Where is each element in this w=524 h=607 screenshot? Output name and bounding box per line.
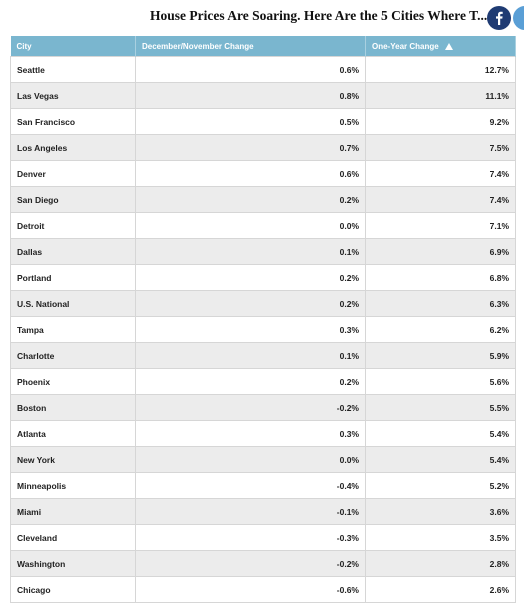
value-cell: 12.7% — [365, 56, 516, 83]
value-cell: 0.1% — [135, 342, 366, 369]
table-row: Cleveland -0.3% 3.5% — [10, 524, 516, 551]
share-icon[interactable] — [513, 6, 524, 30]
value-cell: 6.2% — [365, 316, 516, 343]
value-cell: 0.7% — [135, 134, 366, 161]
city-cell: Dallas — [10, 238, 136, 265]
table-row: Seattle 0.6% 12.7% — [10, 56, 516, 83]
value-cell: 0.8% — [135, 82, 366, 109]
value-cell: 5.5% — [365, 394, 516, 421]
city-cell: Cleveland — [10, 524, 136, 551]
city-cell: Denver — [10, 160, 136, 187]
table-row: Los Angeles 0.7% 7.5% — [10, 134, 516, 161]
column-header-text: City — [16, 41, 32, 51]
value-cell: 0.2% — [135, 368, 366, 395]
value-cell: 5.9% — [365, 342, 516, 369]
facebook-glyph — [496, 11, 503, 25]
value-cell: -0.3% — [135, 524, 366, 551]
table-row: Miami -0.1% 3.6% — [10, 498, 516, 525]
value-cell: 5.2% — [365, 472, 516, 499]
data-table: City December/November Change One-Year Cha… — [10, 36, 516, 603]
table-row: Atlanta 0.3% 5.4% — [10, 420, 516, 447]
value-cell: 0.6% — [135, 56, 366, 83]
sort-indicator — [444, 42, 453, 50]
city-cell: Seattle — [10, 56, 136, 83]
value-cell: 9.2% — [365, 108, 516, 135]
value-cell: 0.2% — [135, 186, 366, 213]
share-icons — [487, 6, 524, 30]
table-row: Boston -0.2% 5.5% — [10, 394, 516, 421]
city-cell: Las Vegas — [10, 82, 136, 109]
table-row: Chicago -0.6% 2.6% — [10, 576, 516, 603]
value-cell: 0.3% — [135, 316, 366, 343]
city-cell: Miami — [10, 498, 136, 525]
city-cell: Portland — [10, 264, 136, 291]
table-row: Tampa 0.3% 6.2% — [10, 316, 516, 343]
value-cell: -0.2% — [135, 550, 366, 577]
table-row: Detroit 0.0% 7.1% — [10, 212, 516, 239]
value-cell: 2.8% — [365, 550, 516, 577]
value-cell: 0.3% — [135, 420, 366, 447]
table-row: U.S. National 0.2% 6.3% — [10, 290, 516, 317]
value-cell: 6.8% — [365, 264, 516, 291]
value-cell: 5.4% — [365, 420, 516, 447]
value-cell: -0.2% — [135, 394, 366, 421]
value-cell: 0.2% — [135, 290, 366, 317]
table-row: Phoenix 0.2% 5.6% — [10, 368, 516, 395]
city-cell: New York — [10, 446, 136, 473]
value-cell: 11.1% — [365, 82, 516, 109]
column-header-text: December/November Change — [142, 41, 254, 51]
city-cell: San Francisco — [10, 108, 136, 135]
column-header[interactable]: One-Year Change — [365, 36, 516, 57]
city-cell: Phoenix — [10, 368, 136, 395]
table-row: San Francisco 0.5% 9.2% — [10, 108, 516, 135]
table-row: New York 0.0% 5.4% — [10, 446, 516, 473]
city-cell: Tampa — [10, 316, 136, 343]
table-row: Washington -0.2% 2.8% — [10, 550, 516, 577]
city-cell: Atlanta — [10, 420, 136, 447]
value-cell: 7.5% — [365, 134, 516, 161]
city-cell: San Diego — [10, 186, 136, 213]
table-row: Dallas 0.1% 6.9% — [10, 238, 516, 265]
city-cell: Charlotte — [10, 342, 136, 369]
value-cell: 5.6% — [365, 368, 516, 395]
table-row: Las Vegas 0.8% 11.1% — [10, 82, 516, 109]
value-cell: 0.2% — [135, 264, 366, 291]
table-row: Minneapolis -0.4% 5.2% — [10, 472, 516, 499]
table-row: Denver 0.6% 7.4% — [10, 160, 516, 187]
value-cell: 0.5% — [135, 108, 366, 135]
city-cell: Minneapolis — [10, 472, 136, 499]
city-cell: Washington — [10, 550, 136, 577]
sort-arrow — [444, 42, 453, 50]
city-cell: Chicago — [10, 576, 136, 603]
value-cell: 0.0% — [135, 212, 366, 239]
value-cell: -0.6% — [135, 576, 366, 603]
value-cell: 7.4% — [365, 186, 516, 213]
value-cell: 0.1% — [135, 238, 366, 265]
city-cell: Los Angeles — [10, 134, 136, 161]
city-cell: Detroit — [10, 212, 136, 239]
value-cell: 3.6% — [365, 498, 516, 525]
city-cell: U.S. National — [10, 290, 136, 317]
column-header-text: One-Year Change — [372, 41, 439, 51]
value-cell: -0.4% — [135, 472, 366, 499]
value-cell: 5.4% — [365, 446, 516, 473]
article-title: House Prices Are Soaring. Here Are the 5… — [150, 8, 488, 23]
value-cell: -0.1% — [135, 498, 366, 525]
value-cell: 7.1% — [365, 212, 516, 239]
column-header[interactable]: City — [10, 36, 136, 57]
value-cell: 7.4% — [365, 160, 516, 187]
value-cell: 6.3% — [365, 290, 516, 317]
value-cell: 0.0% — [135, 446, 366, 473]
header-row: City December/November Change One-Year Cha… — [10, 36, 516, 57]
value-cell: 6.9% — [365, 238, 516, 265]
table-row: Charlotte 0.1% 5.9% — [10, 342, 516, 369]
column-header[interactable]: December/November Change — [135, 36, 366, 57]
table-row: Portland 0.2% 6.8% — [10, 264, 516, 291]
value-cell: 3.5% — [365, 524, 516, 551]
value-cell: 2.6% — [365, 576, 516, 603]
table-row: San Diego 0.2% 7.4% — [10, 186, 516, 213]
city-cell: Boston — [10, 394, 136, 421]
value-cell: 0.6% — [135, 160, 366, 187]
